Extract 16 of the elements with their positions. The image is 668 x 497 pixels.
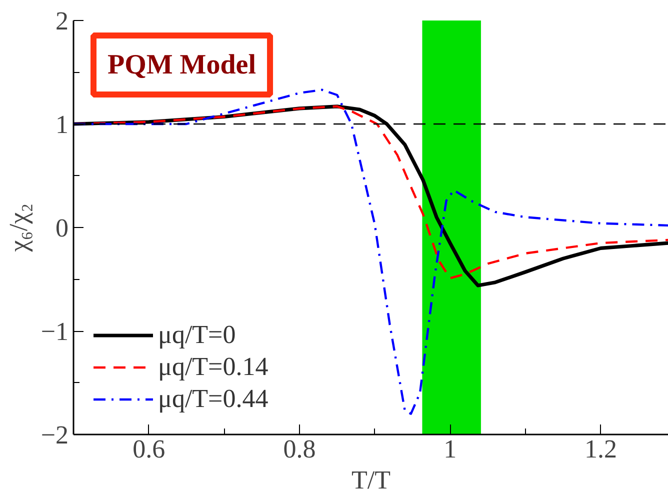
annotation: PQM Model: [108, 50, 256, 80]
y-tick-label: −2: [40, 420, 69, 450]
y-tick-label: 2: [56, 6, 68, 36]
x-tick-label: 0.8: [283, 434, 316, 464]
legend-label: μq/T=0: [158, 320, 236, 350]
line-series: [74, 88, 668, 415]
y-tick-label: −1: [40, 317, 69, 346]
x-tick-label: 0.6: [132, 434, 166, 464]
x-tick-label: 1.2: [584, 434, 617, 464]
y-axis-title: χ₆/χ₂: [4, 203, 33, 253]
y-tick-label: 1: [56, 110, 68, 139]
legend-label: μq/T=0.14: [158, 352, 268, 382]
x-tick-label: 1: [444, 434, 457, 464]
y-tick-label: 0: [56, 214, 68, 242]
legend-label: μq/T=0.44: [158, 384, 268, 414]
x-axis-title: T/T: [352, 466, 391, 494]
